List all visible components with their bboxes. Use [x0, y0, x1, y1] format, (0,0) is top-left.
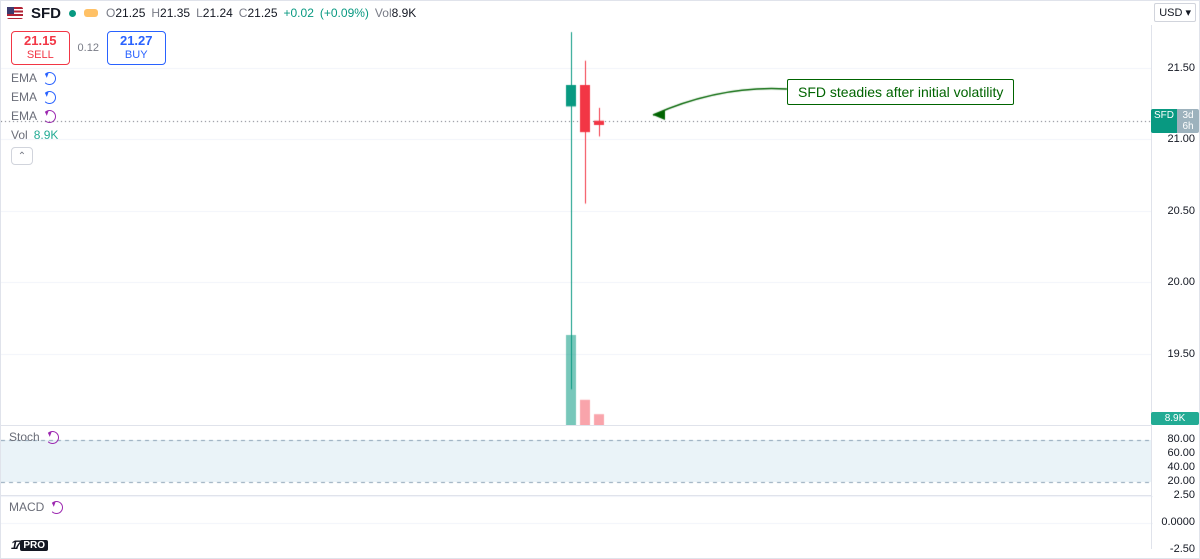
stoch-canvas: [1, 426, 1153, 496]
stoch-y-axis[interactable]: 80.00 60.00 40.00 20.00: [1151, 425, 1199, 495]
change-pct-value: (+0.09%): [320, 6, 369, 20]
change-value: +0.02: [284, 6, 314, 20]
vol-axis-badge: 8.9K: [1151, 412, 1199, 425]
market-delayed-icon: [84, 9, 98, 17]
macd-label-row[interactable]: MACD: [9, 500, 63, 514]
price-tick: 21.50: [1151, 62, 1195, 74]
chevron-down-icon: ▾: [1185, 6, 1191, 19]
price-tick: 20.00: [1151, 276, 1195, 288]
price-y-axis[interactable]: 21.50 21.00 20.50 20.00 19.50 SFD3d 6h 8.9K: [1151, 25, 1199, 425]
chart-header: SFD O21.25 H21.35 L21.24 C21.25 +0.02 (+…: [1, 1, 1199, 25]
macd-tick: 0.0000: [1151, 516, 1195, 528]
low-value: 21.24: [203, 6, 233, 20]
market-open-icon: [69, 10, 76, 17]
macd-y-axis[interactable]: 2.500.0000-2.50: [1151, 495, 1199, 549]
currency-label: USD: [1159, 7, 1182, 19]
symbol-label[interactable]: SFD: [31, 5, 61, 22]
stoch-tick: 20.00: [1151, 475, 1195, 487]
stoch-label: Stoch: [9, 430, 40, 444]
countdown-badge: SFD3d 6h: [1151, 108, 1199, 134]
stoch-tick: 60.00: [1151, 447, 1195, 459]
refresh-icon: [46, 431, 59, 444]
tradingview-logo[interactable]: 17 PRO: [11, 538, 48, 552]
stoch-tick: 80.00: [1151, 433, 1195, 445]
vol-header-value: 8.9K: [392, 6, 417, 20]
macd-tick: 2.50: [1151, 489, 1195, 501]
price-tick: 21.00: [1151, 133, 1195, 145]
annotation-box[interactable]: SFD steadies after initial volatility: [787, 79, 1014, 105]
stoch-label-row[interactable]: Stoch: [9, 430, 59, 444]
stoch-tick: 40.00: [1151, 461, 1195, 473]
macd-canvas: [1, 496, 1153, 550]
currency-selector[interactable]: USD ▾: [1154, 3, 1196, 22]
macd-pane[interactable]: MACD: [1, 495, 1151, 549]
high-value: 21.35: [160, 6, 190, 20]
macd-tick: -2.50: [1151, 543, 1195, 555]
price-tick: 20.50: [1151, 205, 1195, 217]
price-pane[interactable]: SFD steadies after initial volatility: [1, 25, 1151, 425]
tv-pro-badge: PRO: [20, 540, 48, 551]
flag-us-icon: [7, 7, 23, 19]
macd-label: MACD: [9, 500, 44, 514]
tv-mark-icon: 17: [11, 538, 18, 552]
price-tick: 19.50: [1151, 348, 1195, 360]
refresh-icon: [50, 501, 63, 514]
ohlc-readout: O21.25 H21.35 L21.24 C21.25 +0.02 (+0.09…: [106, 6, 416, 20]
close-value: 21.25: [247, 6, 277, 20]
stoch-pane[interactable]: Stoch: [1, 425, 1151, 495]
open-value: 21.25: [115, 6, 145, 20]
annotation-text: SFD steadies after initial volatility: [798, 84, 1003, 100]
